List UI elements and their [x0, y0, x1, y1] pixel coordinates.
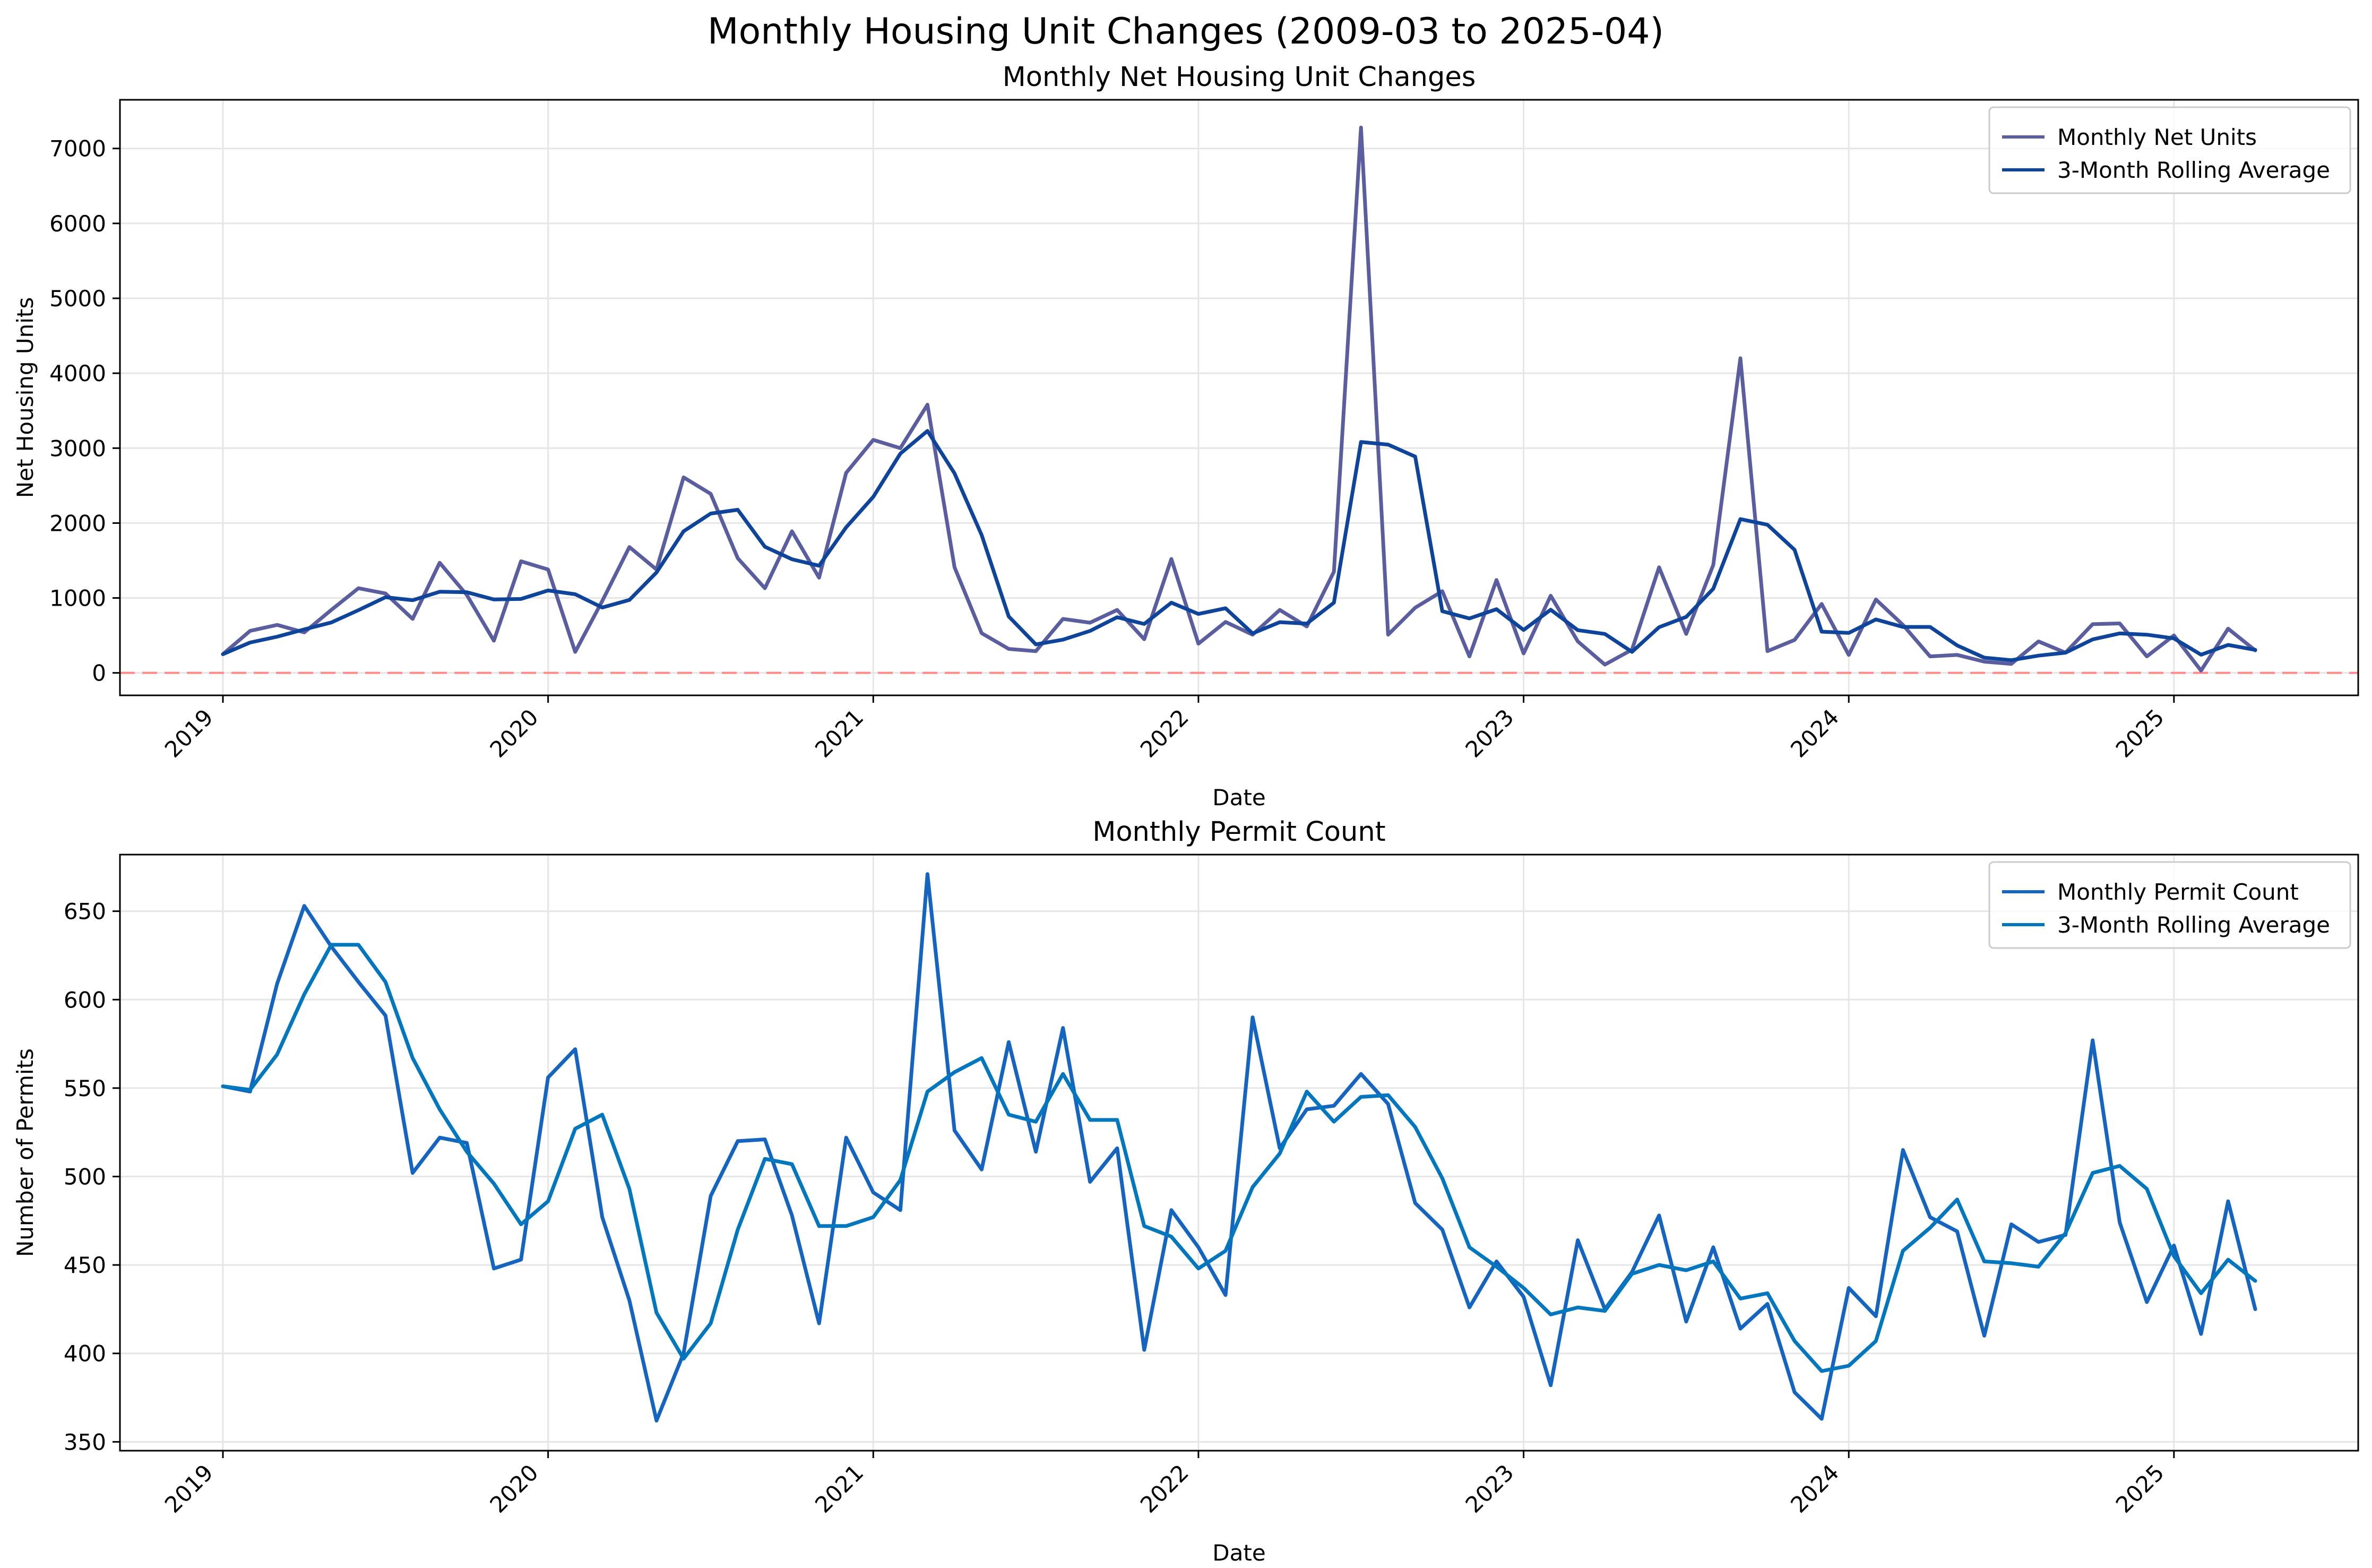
net-units-x-axis-label: Date — [1212, 785, 1265, 811]
y-tick-label: 7000 — [49, 136, 106, 162]
x-tick-label: 2023 — [1460, 704, 1519, 762]
x-tick-label: 2021 — [810, 704, 868, 762]
permit-count-series — [221, 872, 2257, 1423]
series-line-monthly — [221, 125, 2257, 673]
y-tick-label: 2000 — [49, 510, 106, 536]
permit-count-x-ticks: 2019 2020 2021 2022 2023 2024 2025 — [160, 1451, 2175, 1518]
permit-count-panel: 2019 2020 2021 2022 2023 2024 2025 350 400 450 50… — [12, 816, 2359, 1566]
net-units-series — [221, 125, 2257, 673]
y-tick-label: 1000 — [49, 585, 106, 611]
y-tick-label: 3000 — [49, 435, 106, 461]
permit-count-legend: Monthly Permit Count 3-Month Rolling Ave… — [1988, 861, 2351, 949]
net-units-legend-box — [1988, 106, 2351, 194]
x-tick-label: 2022 — [1135, 704, 1194, 762]
y-tick-label: 450 — [64, 1252, 106, 1278]
y-tick-label: 350 — [64, 1429, 106, 1455]
y-tick-label: 4000 — [49, 360, 106, 386]
series-line-rolling-average — [221, 429, 2257, 662]
x-tick-label: 2025 — [2111, 1459, 2169, 1518]
x-tick-label: 2019 — [160, 1459, 218, 1518]
legend-label-monthly-permit-count: Monthly Permit Count — [2057, 879, 2299, 905]
legend-label-net-rolling-average: 3-Month Rolling Average — [2057, 157, 2330, 183]
permit-count-y-ticks: 350 400 450 500 550 600 650 — [64, 899, 120, 1455]
permit-count-x-axis-label: Date — [1212, 1540, 1265, 1566]
x-tick-label: 2024 — [1786, 704, 1844, 762]
net-units-panel: 2019 2020 2021 2022 2023 2024 2025 0 1000 2000 30… — [12, 62, 2359, 811]
net-units-y-axis-label: Net Housing Units — [12, 297, 38, 498]
series-line-monthly — [221, 872, 2257, 1423]
x-tick-label: 2024 — [1786, 1459, 1844, 1518]
permit-count-axes-frame — [119, 854, 2359, 1452]
legend-label-monthly-net-units: Monthly Net Units — [2057, 124, 2257, 150]
figure-title: Monthly Housing Unit Changes (2009-03 to… — [708, 11, 1664, 53]
y-tick-label: 550 — [64, 1075, 106, 1101]
x-tick-label: 2020 — [485, 704, 543, 762]
net-units-legend: Monthly Net Units 3-Month Rolling Averag… — [1988, 106, 2351, 194]
net-units-chart-title: Monthly Net Housing Unit Changes — [1003, 62, 1476, 93]
y-tick-label: 600 — [64, 987, 106, 1013]
net-units-y-ticks: 0 1000 2000 3000 4000 5000 6000 7000 — [49, 136, 120, 686]
permit-count-y-axis-label: Number of Permits — [12, 1048, 38, 1257]
net-units-axes-frame — [119, 99, 2359, 696]
x-tick-label: 2021 — [810, 1459, 868, 1518]
y-tick-label: 650 — [64, 899, 106, 925]
x-tick-label: 2022 — [1135, 1459, 1194, 1518]
y-tick-label: 500 — [64, 1164, 106, 1190]
legend-label-permit-rolling-average: 3-Month Rolling Average — [2057, 912, 2330, 938]
y-tick-label: 6000 — [49, 211, 106, 237]
series-line-rolling-average — [221, 943, 2257, 1373]
permit-count-legend-box — [1988, 861, 2351, 949]
x-tick-label: 2020 — [485, 1459, 543, 1518]
y-tick-label: 5000 — [49, 286, 106, 312]
net-units-grid — [120, 100, 2358, 695]
y-tick-label: 0 — [92, 660, 106, 686]
x-tick-label: 2023 — [1460, 1459, 1519, 1518]
y-tick-label: 400 — [64, 1341, 106, 1367]
permit-count-chart-title: Monthly Permit Count — [1092, 816, 1385, 848]
net-units-x-ticks: 2019 2020 2021 2022 2023 2024 2025 — [160, 695, 2175, 763]
x-tick-label: 2025 — [2111, 704, 2169, 762]
x-tick-label: 2019 — [160, 704, 218, 762]
